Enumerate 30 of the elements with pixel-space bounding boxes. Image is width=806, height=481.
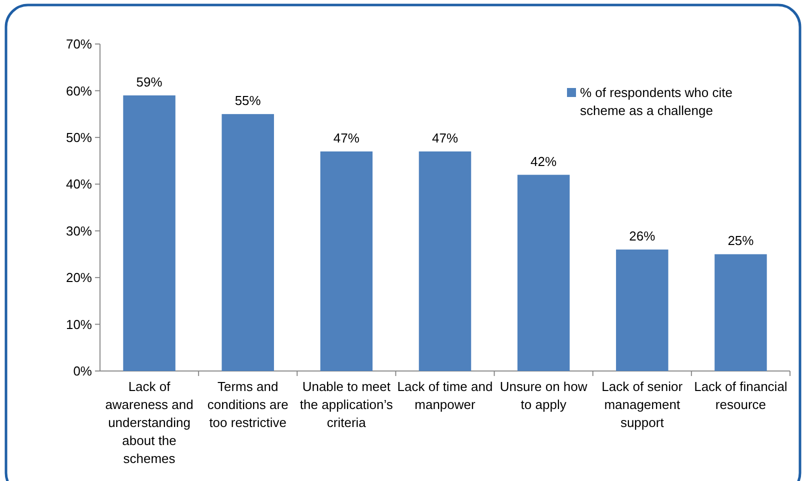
y-tick-label: 0% — [73, 364, 92, 379]
y-tick-label: 60% — [66, 83, 92, 98]
bar — [320, 151, 373, 371]
x-tick-label: Unable to meet the application’s criteria — [300, 379, 394, 430]
bar — [418, 151, 472, 371]
y-tick-label: 50% — [66, 130, 92, 145]
text: 25% — [728, 233, 754, 248]
x-tick-label: Lack of senior management support — [602, 379, 684, 430]
legend-label: % of respondents who cite scheme as a challenge — [580, 85, 732, 118]
bar — [123, 95, 176, 371]
text: 47% — [432, 130, 458, 146]
x-tick-label: Lack of financial resource — [694, 379, 788, 412]
x-tick-label: Lack of awareness and understanding about the schemes — [105, 379, 194, 466]
text: 26% — [629, 228, 656, 244]
y-tick-label: 40% — [66, 176, 92, 192]
x-tick-label: Unsure on how to apply — [500, 379, 588, 412]
text: 47% — [333, 130, 360, 146]
bar — [616, 250, 668, 371]
y-tick-label: 20% — [66, 270, 92, 286]
x-tick-label: Lack of time and manpower — [397, 379, 493, 412]
bar — [714, 254, 767, 371]
bar — [517, 174, 570, 371]
y-tick-label: 10% — [66, 316, 92, 332]
y-tick-label: 70% — [66, 36, 92, 52]
bar — [222, 114, 274, 371]
y-tick-label: 30% — [66, 223, 92, 238]
text: 59% — [136, 74, 162, 90]
x-tick-label: Terms and conditions are too restrictive — [207, 379, 288, 430]
text: 42% — [530, 154, 557, 169]
text: 55% — [234, 93, 261, 108]
